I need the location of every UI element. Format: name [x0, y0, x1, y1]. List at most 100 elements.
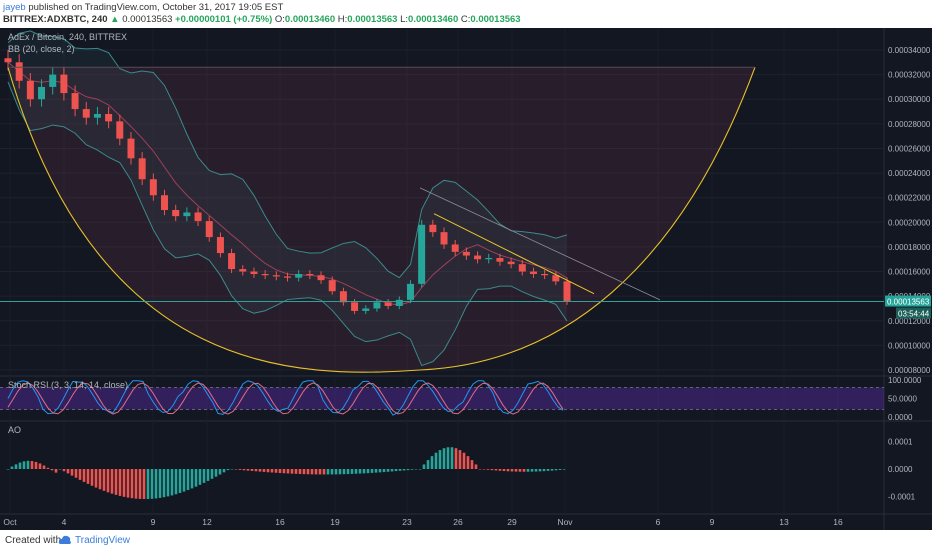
ao-bar [326, 469, 330, 475]
stoch-rsi-plot [0, 380, 884, 416]
ao-bar [50, 469, 54, 471]
main-pane-title: AdEx / Bitcoin, 240, BITTREX [8, 32, 128, 42]
high-value: 0.00013563 [347, 14, 398, 25]
ao-bar [390, 469, 394, 472]
candle-body [395, 299, 403, 306]
ao-bar [178, 469, 182, 493]
ao-bar [418, 469, 422, 470]
ao-bar [198, 469, 202, 485]
price-tick-label: 0.00008000 [888, 366, 931, 375]
candle-body [284, 276, 291, 278]
ao-bar [526, 469, 530, 472]
candle-body [451, 244, 459, 252]
ao-bar [370, 469, 374, 473]
bb-lower [7, 81, 568, 367]
ao-tick-label: 0.0000 [888, 465, 913, 474]
candle-body [406, 283, 414, 300]
price-tick-label: 0.00012000 [888, 317, 931, 326]
candle-body [261, 274, 269, 276]
chart-canvas[interactable]: 0.00034000 0.00032000 0.00030000 0.00028000… [0, 28, 932, 530]
ao-histogram [6, 447, 566, 500]
ao-bar [482, 469, 486, 470]
time-tick-label: Oct [3, 517, 17, 527]
stoch-tick-label: 0.0000 [888, 413, 913, 422]
ao-bar [454, 448, 458, 469]
candle-body [418, 224, 426, 284]
ao-bar [430, 456, 434, 469]
time-tick-label: 13 [779, 517, 789, 527]
stoch-rsi-label[interactable]: Stoch RSI (3, 3, 14, 14, close) [8, 380, 129, 390]
current-price-value: 0.00013563 [887, 298, 930, 307]
ao-bar [66, 469, 70, 474]
ao-bar [490, 469, 494, 471]
ao-bar [266, 469, 270, 473]
candle-body [49, 74, 57, 87]
ao-bar [70, 469, 74, 476]
ao-bar [278, 469, 282, 474]
ao-bar [314, 469, 318, 475]
close-value: 0.00013563 [470, 14, 521, 25]
ao-bar [10, 466, 14, 469]
stoch-d-line [7, 382, 564, 415]
candle-body [362, 308, 370, 311]
candle-body [552, 275, 560, 282]
ao-bar [498, 469, 502, 471]
chart-header: jayeb published on TradingView.com, Octo… [0, 0, 932, 28]
ao-bar [466, 456, 470, 469]
candle-body [496, 258, 504, 262]
stoch-tick-label: 100.0000 [888, 376, 922, 385]
candle-body [161, 195, 169, 210]
low-label: L: [400, 14, 409, 25]
symbol-label[interactable]: BITTREX:ADXBTC, 240 [3, 14, 108, 25]
time-tick-label: 9 [710, 517, 715, 527]
ao-bar [558, 469, 562, 470]
ao-bar [130, 469, 134, 499]
candle-body [250, 271, 258, 274]
ao-bar [530, 469, 534, 472]
ao-bar [234, 469, 238, 470]
ao-bar [206, 469, 210, 481]
price-tick-label: 0.00024000 [888, 169, 931, 178]
ao-bar [106, 469, 110, 493]
ao-bar [306, 469, 310, 475]
chart-area[interactable]: 0.00034000 0.00032000 0.00030000 0.00028000… [0, 28, 932, 530]
ao-bar [434, 452, 438, 469]
candle-body [216, 237, 224, 254]
candle-body [149, 179, 157, 196]
ao-bar [222, 469, 226, 473]
candle-body [60, 74, 68, 94]
high-label: H: [337, 14, 348, 25]
author-link[interactable]: jayeb [3, 2, 26, 13]
candle-body [529, 271, 537, 274]
open-value: 0.00013460 [284, 14, 336, 25]
ao-bar [226, 469, 230, 471]
candle-body [239, 269, 247, 272]
time-tick-label: 26 [453, 517, 463, 527]
ao-label[interactable]: AO [8, 425, 22, 435]
price-tick-label: 0.00034000 [888, 46, 931, 55]
ao-bar [22, 461, 26, 469]
ao-bar [110, 469, 114, 494]
ao-bar [494, 469, 498, 471]
price-tick-label: 0.00016000 [888, 268, 931, 277]
tradingview-brand-link[interactable]: TradingView [75, 535, 131, 546]
bb-indicator-label[interactable]: BB (20, close, 2) [8, 44, 75, 54]
ao-bar [54, 469, 58, 473]
candle-body [563, 281, 571, 302]
price-tick-label: 0.00020000 [888, 218, 931, 227]
ao-bar [58, 469, 62, 470]
ao-bar [334, 469, 338, 475]
candle-body [339, 291, 347, 303]
candle-body [15, 62, 23, 81]
ao-bar [522, 469, 526, 472]
outer-trendline [419, 187, 661, 301]
candle-body [272, 275, 280, 277]
candle-body [507, 261, 515, 265]
time-tick-label: 19 [330, 517, 340, 527]
ao-bar [218, 469, 222, 475]
ohlc-line: BITTREX:ADXBTC, 240 ▲ 0.00013563 +0.0000… [3, 14, 521, 25]
ao-bar [122, 469, 126, 497]
candle-body [38, 86, 46, 100]
resistance-trendline [433, 213, 595, 295]
ao-bar [510, 469, 514, 472]
